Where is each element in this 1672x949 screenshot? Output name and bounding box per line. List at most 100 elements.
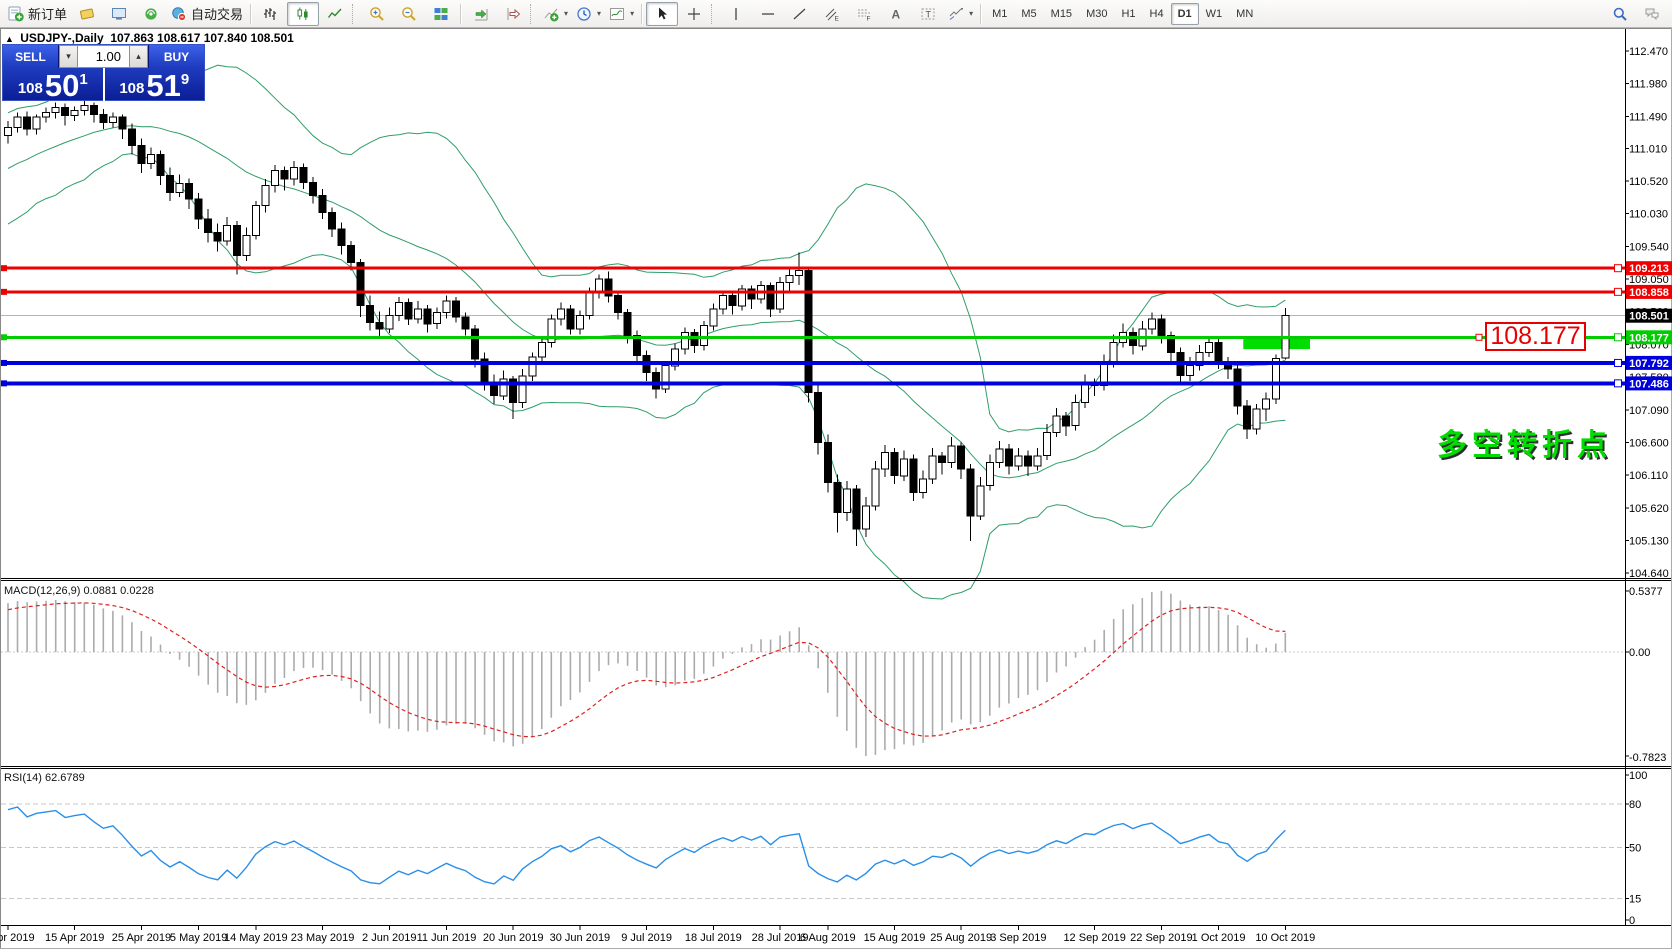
indicators-icon — [544, 8, 559, 21]
toolbar-separator — [711, 3, 717, 24]
timeframe-m5[interactable]: M5 — [1021, 7, 1037, 20]
new-order-button[interactable]: 新订单 — [4, 2, 71, 26]
svg-text:10 Oct 2019: 10 Oct 2019 — [1255, 932, 1315, 944]
svg-text:25 Aug 2019: 25 Aug 2019 — [930, 932, 992, 944]
cursor-icon — [659, 7, 668, 19]
toolbar-separator — [980, 3, 983, 24]
dropdown-arrow-icon[interactable]: ▾ — [597, 9, 602, 18]
vline-button[interactable] — [720, 2, 752, 26]
svg-text:14 May 2019: 14 May 2019 — [224, 932, 288, 944]
svg-text:0.00: 0.00 — [1629, 647, 1650, 659]
svg-text:106.600: 106.600 — [1629, 437, 1669, 449]
svg-text:-0.7823: -0.7823 — [1629, 752, 1666, 764]
volume-decrease-button[interactable]: ▾ — [59, 45, 78, 68]
svg-text:11 Jun 2019: 11 Jun 2019 — [417, 932, 477, 944]
svg-text:109.540: 109.540 — [1629, 241, 1669, 253]
candlestick-button[interactable] — [287, 1, 320, 26]
auto-scroll-icon — [475, 8, 488, 20]
svg-text:108.177: 108.177 — [1629, 332, 1669, 344]
svg-text:1 Oct 2019: 1 Oct 2019 — [1192, 932, 1246, 944]
turning-point-note[interactable]: 多空转折点 — [1437, 429, 1612, 462]
periods-button[interactable]: ▾ — [572, 2, 605, 26]
svg-text:105.130: 105.130 — [1629, 535, 1669, 547]
svg-text:4 Apr 2019: 4 Apr 2019 — [0, 932, 35, 944]
svg-text:105.620: 105.620 — [1629, 503, 1669, 515]
cursor-button[interactable] — [646, 1, 679, 26]
timeframe-h4[interactable]: H4 — [1149, 7, 1164, 20]
main-toolbar: 新订单 自动交易 ▾ ▾ ▾ E F A T ▾ M1 M5 M15 M30 H1 H4 D1 W1 MN — [0, 0, 1672, 28]
fibonacci-button[interactable]: F — [848, 2, 880, 26]
chat-icon — [1645, 8, 1659, 20]
svg-text:15 Apr 2019: 15 Apr 2019 — [45, 932, 104, 944]
text-button[interactable]: A — [880, 2, 912, 26]
price-annotation-box[interactable]: 108.177 — [1485, 322, 1586, 351]
timeframe-m1[interactable]: M1 — [992, 7, 1008, 20]
chart-list-button[interactable] — [71, 2, 103, 26]
svg-text:0: 0 — [1629, 915, 1635, 927]
svg-text:100: 100 — [1629, 770, 1647, 782]
macd-label: MACD(12,26,9) 0.0881 0.0228 — [4, 585, 154, 597]
dropdown-arrow-icon[interactable]: ▾ — [630, 9, 635, 18]
channel-button[interactable]: E — [816, 2, 848, 26]
label-icon: T — [921, 8, 935, 19]
trendline-button[interactable] — [784, 2, 816, 26]
timeframe-w1[interactable]: W1 — [1205, 7, 1223, 20]
svg-text:25 Apr 2019: 25 Apr 2019 — [112, 932, 171, 944]
timeframe-d1[interactable]: D1 — [1170, 2, 1199, 25]
timeframe-mn[interactable]: MN — [1236, 7, 1254, 20]
svg-text:2 Jun 2019: 2 Jun 2019 — [362, 932, 416, 944]
bar-chart-button[interactable] — [255, 2, 287, 26]
label-button[interactable]: T — [912, 2, 944, 26]
chart-shift-button[interactable] — [497, 2, 529, 26]
dropdown-arrow-icon[interactable]: ▾ — [564, 9, 569, 18]
shapes-button[interactable]: ▾ — [944, 2, 977, 26]
svg-text:18 Jul 2019: 18 Jul 2019 — [685, 932, 742, 944]
tile-windows-button[interactable] — [425, 2, 457, 26]
buy-price[interactable]: 108 51 9 — [119, 68, 190, 103]
svg-text:A: A — [892, 7, 901, 21]
svg-text:109.213: 109.213 — [1629, 263, 1669, 275]
sell-button[interactable]: SELL — [3, 45, 59, 68]
volume-increase-button[interactable]: ▴ — [129, 45, 148, 68]
svg-text:T: T — [926, 9, 932, 19]
candlestick-icon — [297, 7, 308, 20]
indicators-button[interactable]: ▾ — [539, 2, 572, 26]
search-button[interactable] — [1604, 2, 1636, 26]
collapse-icon[interactable]: ▲ — [5, 34, 14, 44]
svg-text:28 Jul 2019: 28 Jul 2019 — [752, 932, 809, 944]
autotrading-button[interactable]: 自动交易 — [167, 2, 247, 26]
auto-scroll-button[interactable] — [465, 2, 497, 26]
templates-icon — [610, 7, 625, 20]
svg-text:104.640: 104.640 — [1629, 568, 1669, 580]
timeframe-m15[interactable]: M15 — [1050, 7, 1073, 20]
volume-input[interactable]: 1.00 — [78, 45, 129, 68]
line-chart-button[interactable] — [319, 2, 351, 26]
toolbar-separator — [530, 3, 536, 24]
svg-text:111.980: 111.980 — [1629, 79, 1667, 91]
zoom-in-button[interactable] — [361, 2, 393, 26]
macd-panel — [1, 591, 1625, 756]
timeframe-h1[interactable]: H1 — [1121, 7, 1136, 20]
signals-button[interactable] — [135, 2, 167, 26]
hline-icon — [762, 12, 775, 15]
svg-text:3 Sep 2019: 3 Sep 2019 — [990, 932, 1046, 944]
chat-button[interactable] — [1636, 2, 1668, 26]
svg-text:12 Sep 2019: 12 Sep 2019 — [1063, 932, 1125, 944]
trendline-icon — [793, 8, 806, 19]
crosshair-button[interactable] — [678, 2, 710, 26]
market-watch-button[interactable] — [103, 2, 135, 26]
templates-button[interactable]: ▾ — [605, 2, 638, 26]
new-order-icon — [8, 6, 24, 21]
svg-text:23 May 2019: 23 May 2019 — [291, 932, 355, 944]
hline-button[interactable] — [752, 2, 784, 26]
sell-price[interactable]: 108 50 1 — [17, 68, 88, 103]
timeframe-m30[interactable]: M30 — [1086, 7, 1108, 20]
dropdown-arrow-icon[interactable]: ▾ — [969, 9, 974, 18]
svg-text:5 May 2019: 5 May 2019 — [170, 932, 227, 944]
zoom-out-button[interactable] — [393, 2, 425, 26]
buy-button[interactable]: BUY — [148, 45, 204, 68]
svg-text:E: E — [835, 15, 840, 22]
svg-text:109.050: 109.050 — [1629, 274, 1669, 286]
